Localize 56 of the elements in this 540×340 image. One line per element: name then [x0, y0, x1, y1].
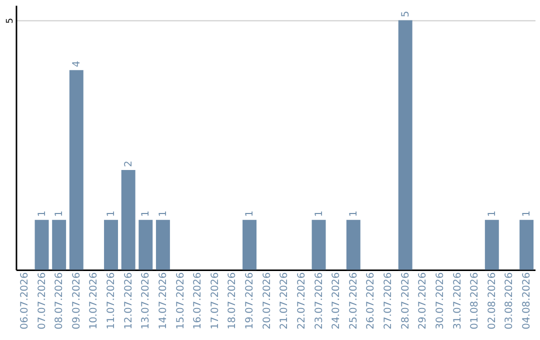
x-tick-label: 07.07.2026	[36, 272, 48, 330]
x-tick-label: 25.07.2026	[348, 272, 360, 330]
x-tick-label: 23.07.2026	[314, 272, 325, 330]
x-tick-label: 27.07.2026	[383, 272, 394, 330]
x-tick-label: 06.07.2026	[19, 272, 30, 330]
x-tick-label: 04.08.2026	[522, 272, 533, 330]
data-label: 2	[123, 160, 134, 167]
x-tick-label: 01.08.2026	[470, 272, 481, 330]
x-tick-label: 22.07.2026	[296, 272, 308, 330]
bar	[312, 220, 326, 270]
x-tick-label: 21.07.2026	[279, 272, 290, 330]
data-label: 1	[486, 210, 498, 217]
x-tick-label: 26.07.2026	[366, 272, 377, 330]
data-label: 1	[244, 210, 256, 217]
x-tick-label: 17.07.2026	[210, 272, 221, 330]
bar	[346, 220, 360, 270]
data-label: 1	[140, 210, 152, 217]
x-tick-label: 12.07.2026	[123, 272, 134, 330]
bar	[121, 170, 136, 270]
x-tick-label: 11.07.2026	[106, 272, 118, 330]
x-tick-label: 20.07.2026	[262, 272, 273, 330]
x-tick-label: 19.07.2026	[244, 272, 256, 330]
bar	[69, 70, 84, 270]
bar	[398, 20, 412, 270]
x-tick-label: 24.07.2026	[331, 272, 342, 330]
data-label: 1	[54, 210, 66, 217]
x-tick-label: 16.07.2026	[192, 272, 204, 330]
bar	[242, 220, 257, 270]
x-tick-label: 31.07.2026	[452, 272, 464, 330]
bar	[52, 220, 66, 270]
x-tick-label: 28.07.2026	[400, 272, 412, 330]
bar	[156, 220, 170, 270]
x-tick-label: 09.07.2026	[71, 272, 82, 330]
data-label: 1	[36, 210, 48, 217]
x-tick-label: 15.07.2026	[175, 272, 186, 330]
x-tick-label: 10.07.2026	[88, 272, 100, 330]
data-label: 4	[71, 60, 82, 68]
x-tick-label: 30.07.2026	[434, 272, 446, 330]
x-tick-label: 03.08.2026	[504, 272, 516, 330]
x-tick-label: 18.07.2026	[227, 272, 238, 330]
x-tick-label: 02.08.2026	[486, 272, 498, 330]
x-tick-label: 29.07.2026	[418, 272, 429, 330]
x-tick-label: 08.07.2026	[54, 272, 66, 330]
data-label: 1	[348, 210, 360, 217]
bar	[104, 220, 118, 270]
data-label: 1	[522, 210, 533, 217]
data-label: 1	[158, 210, 169, 217]
bar	[138, 220, 153, 270]
bar	[520, 220, 534, 270]
bar	[34, 220, 49, 270]
data-label: 5	[400, 10, 412, 18]
data-label: 1	[106, 210, 118, 217]
data-label: 1	[314, 210, 325, 217]
x-tick-label: 14.07.2026	[158, 272, 169, 330]
x-tick-label: 13.07.2026	[140, 272, 152, 330]
bar	[484, 220, 499, 270]
